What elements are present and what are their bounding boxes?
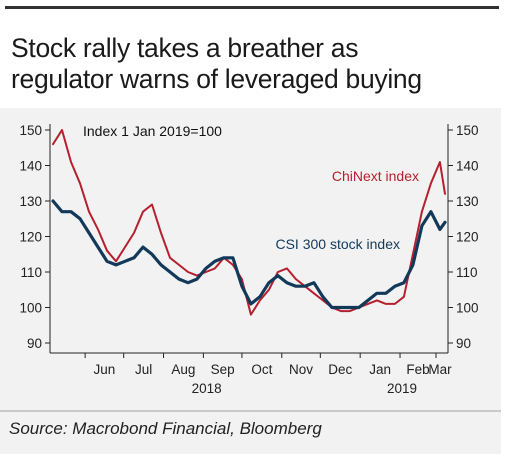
y-tick-label-right: 100: [456, 301, 479, 316]
index-note: Index 1 Jan 2019=100: [83, 123, 222, 139]
x-tick-label: Feb: [406, 362, 429, 377]
year-label: 2018: [192, 381, 222, 396]
legend-csi300: CSI 300 stock index: [275, 236, 400, 252]
y-tick-label-left: 140: [19, 159, 42, 174]
year-label: 2019: [387, 381, 417, 396]
series-line-csi300: [51, 199, 447, 310]
title-line-2: regulator warns of leveraged buying: [11, 64, 422, 94]
title-line-1: Stock rally takes a breather as: [11, 33, 359, 63]
chart-panel: 150 150 140 140 130 130 120 120 110 110 100 100 90 90…: [0, 108, 501, 454]
y-tick-label-right: 130: [456, 194, 479, 209]
source-note: Source: Macrobond Financial, Bloomberg: [9, 419, 322, 438]
plot-area: 150 150 140 140 130 130 120 120 110 110 100 100 90 90…: [19, 123, 479, 396]
x-tick-label: Jan: [369, 362, 391, 377]
y-tick-label-right: 120: [456, 230, 479, 245]
legend-chinext: ChiNext index: [332, 168, 419, 184]
y-tick-label-right: 140: [456, 159, 479, 174]
source-separator: [0, 410, 501, 412]
y-tick-label-left: 130: [19, 194, 42, 209]
y-tick-label-right: 90: [456, 336, 471, 351]
x-tick-label: Oct: [251, 362, 272, 377]
x-tick-label: Aug: [171, 362, 195, 377]
y-tick-label-right: 150: [456, 123, 479, 138]
series-line-chinext: [52, 129, 446, 316]
x-tick-label: Mar: [428, 362, 452, 377]
x-tick-label: Jun: [94, 362, 116, 377]
x-tick-label: Nov: [289, 362, 313, 377]
x-tick-label: Jul: [135, 362, 152, 377]
y-tick-label-right: 110: [456, 265, 478, 280]
y-tick-label-left: 110: [20, 265, 42, 280]
x-tick-label: Sep: [211, 362, 235, 377]
y-tick-label-left: 90: [27, 336, 42, 351]
x-tick-label: Dec: [328, 362, 352, 377]
y-tick-label-left: 150: [19, 123, 42, 138]
chart-title: Stock rally takes a breather as regulato…: [11, 33, 491, 95]
top-rule: [5, 6, 499, 9]
y-tick-label-left: 100: [19, 301, 42, 316]
y-tick-label-left: 120: [19, 230, 42, 245]
